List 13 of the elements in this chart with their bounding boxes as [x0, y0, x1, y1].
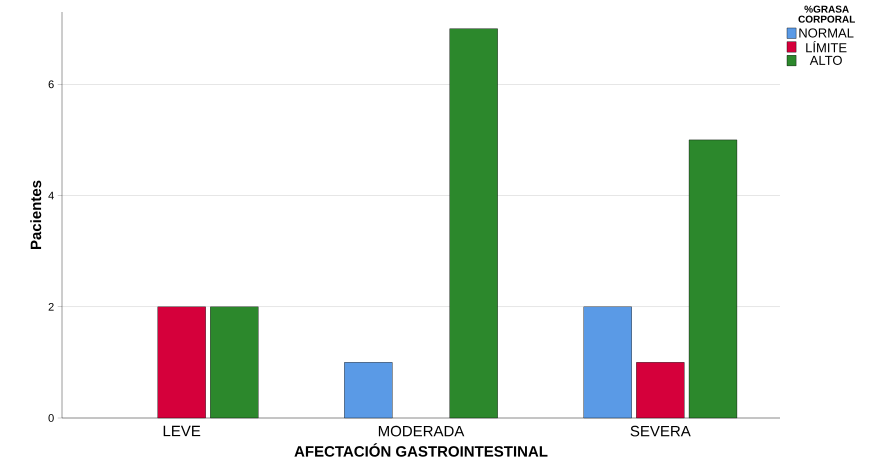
x-axis-title: AFECTACIÓN GASTROINTESTINAL: [294, 443, 548, 457]
x-tick-label: MODERADA: [378, 426, 464, 436]
y-axis-title: Pacientes: [30, 180, 42, 250]
y-tick-label: 0: [48, 414, 54, 422]
y-tick-label: 4: [48, 192, 54, 200]
x-tick-label: LEVE: [164, 426, 200, 436]
y-tick-label: 6: [48, 80, 54, 88]
legend-label: ALTO: [810, 56, 842, 65]
x-tick-label: SEVERA: [630, 426, 691, 436]
y-tick-label: 2: [48, 302, 54, 311]
legend-label: NORMAL: [799, 28, 854, 38]
legend-label: LÍMITE: [806, 40, 847, 52]
legend-title: %GRASA CORPORAL: [798, 6, 855, 23]
